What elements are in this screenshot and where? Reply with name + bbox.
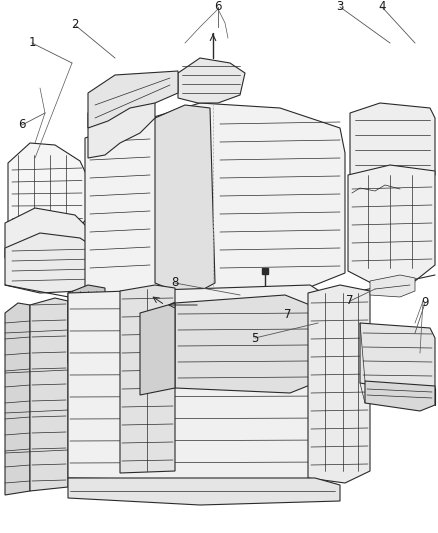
Polygon shape <box>68 285 105 370</box>
Polygon shape <box>30 298 68 491</box>
Polygon shape <box>8 143 88 240</box>
Text: 5: 5 <box>251 332 259 344</box>
Polygon shape <box>88 71 178 128</box>
Polygon shape <box>140 303 175 395</box>
Polygon shape <box>120 285 175 473</box>
Polygon shape <box>348 165 435 285</box>
Polygon shape <box>5 208 88 265</box>
Polygon shape <box>308 285 370 483</box>
Text: 4: 4 <box>378 1 386 13</box>
Text: 1: 1 <box>28 36 36 50</box>
Polygon shape <box>68 285 335 481</box>
Polygon shape <box>68 478 340 505</box>
Text: 8: 8 <box>171 277 179 289</box>
Polygon shape <box>155 105 215 291</box>
Polygon shape <box>175 295 310 393</box>
Polygon shape <box>365 381 435 411</box>
Polygon shape <box>350 103 435 188</box>
Polygon shape <box>370 275 415 297</box>
Polygon shape <box>88 98 155 158</box>
Text: 2: 2 <box>71 19 79 31</box>
Text: 7: 7 <box>284 309 292 321</box>
Text: 7: 7 <box>346 295 354 308</box>
Text: 9: 9 <box>421 296 429 310</box>
Text: 3: 3 <box>336 1 344 13</box>
Polygon shape <box>360 323 435 393</box>
Text: 6: 6 <box>214 1 222 13</box>
Polygon shape <box>178 58 245 103</box>
Polygon shape <box>5 303 30 495</box>
Text: 6: 6 <box>18 118 26 132</box>
Polygon shape <box>5 233 105 293</box>
Polygon shape <box>85 103 345 301</box>
